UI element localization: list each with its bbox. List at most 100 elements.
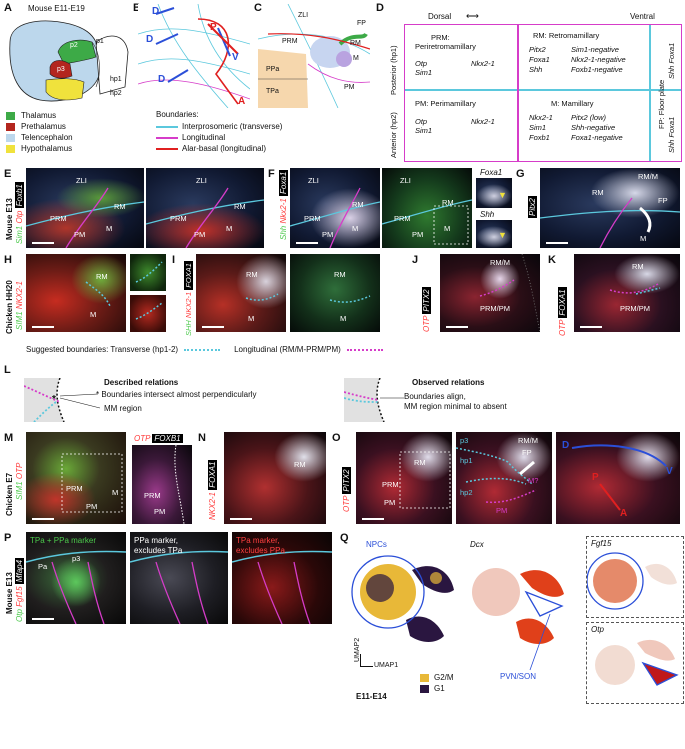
panel-o-image-3: D V P A xyxy=(556,432,680,524)
m-inset-label-pm: PM xyxy=(154,507,166,516)
panel-p-image-1: TPa + PPa marker Pa p3 xyxy=(26,532,126,624)
m-label-prm: PRM xyxy=(66,484,83,493)
legend-item-thalamus: Thalamus xyxy=(6,110,73,121)
n-genes: NKX2-1 FOXA1 xyxy=(208,459,217,520)
legend-item-telencephalon: Telencephalon xyxy=(6,132,73,143)
gene-shh: Shh xyxy=(279,225,288,240)
gene-pitx2: PITX2 xyxy=(422,287,431,314)
i2-label-rm: RM xyxy=(334,270,346,279)
o-label-rm: RM xyxy=(414,458,426,467)
asterisk-icon: * xyxy=(52,394,56,405)
p2-title-b: excludes TPa xyxy=(134,546,183,555)
panel-i-image-2: RM M xyxy=(290,254,380,332)
region-hp2: hp2 xyxy=(110,90,122,97)
scale-bar xyxy=(32,326,54,328)
f-label-rm: RM xyxy=(352,200,364,209)
d-m-title: M: Mamillary xyxy=(551,99,594,108)
panel-c-letter: C xyxy=(254,2,262,14)
o-label-prm: PRM xyxy=(382,480,399,489)
boundaries-legend: Boundaries: Interprosomeric (transverse)… xyxy=(156,110,282,154)
d-rm-neg-0: Sim1-negative xyxy=(571,45,619,54)
gene-otp: OTP xyxy=(342,495,351,512)
e-genes: Sim1 Otp Foxb1 xyxy=(15,182,24,244)
gene-foxb1: Foxb1 xyxy=(15,182,24,209)
q-legend: G2/M G1 xyxy=(420,672,454,694)
o3-arrow-p: P xyxy=(592,472,599,483)
arrow-d-3: D xyxy=(158,74,166,85)
e2-label-pm: PM xyxy=(194,230,206,239)
panel-h-letter: H xyxy=(4,254,12,266)
d-rm-gene-1: Foxa1 xyxy=(529,55,550,64)
c-label-tpa: TPa xyxy=(266,88,279,95)
panel-a-letter: A xyxy=(4,2,12,14)
o2-label-hp1: hp1 xyxy=(460,456,473,465)
swatch xyxy=(6,111,15,120)
g-label-rm: RM xyxy=(592,188,604,197)
panel-q-letter: Q xyxy=(340,532,349,544)
boundaries-title: Boundaries: xyxy=(156,110,199,119)
boundary-alar-basal: Alar-basal (longitudinal) xyxy=(156,143,282,154)
gene-mfap4: Mfap4 xyxy=(15,557,24,585)
n-label-rm: RM xyxy=(294,460,306,469)
gene-fgf15: Fgf15 xyxy=(15,586,24,607)
arrow-p: P xyxy=(210,22,217,33)
legend-item-prethalamus: Prethalamus xyxy=(6,121,73,132)
d-pm-gene-sim1: Sim1 xyxy=(415,126,433,135)
gene-foxa1: Foxa1 xyxy=(279,169,288,196)
d-m-neg-1: Shh-negative xyxy=(571,123,616,132)
p1-label-p3: p3 xyxy=(72,554,81,563)
gene-sim1: SIM1 xyxy=(15,481,24,500)
panel-k-image: RM PRM/PM xyxy=(574,254,680,332)
swatch xyxy=(6,122,15,131)
f2-label-prm: PRM xyxy=(394,214,411,223)
d-rm-gene-2: Shh xyxy=(529,65,543,74)
q-inset-otp: Otp xyxy=(586,622,684,704)
d-posterior: Posterior (hp1) xyxy=(389,45,398,95)
d-m-gene-0: Nkx2-1 xyxy=(529,113,553,122)
scale-bar xyxy=(362,518,384,520)
panel-h-image: RM M xyxy=(26,254,126,332)
g-label-fp: FP xyxy=(658,196,668,205)
q-otp-label: Otp xyxy=(591,625,604,634)
line-swatch xyxy=(156,147,178,150)
legend-a: Thalamus Prethalamus Telencephalon Hypot… xyxy=(6,110,73,154)
panel-p-letter: P xyxy=(4,532,12,544)
gene-foxa1: FOXA1 xyxy=(558,287,567,318)
region-p1: p1 xyxy=(96,38,104,45)
o2-label-fp: FP xyxy=(522,448,532,457)
scale-bar xyxy=(202,326,224,328)
h-label-m: M xyxy=(90,310,97,319)
k-genes: OTP FOXA1 xyxy=(558,287,567,336)
panel-p-image-3: TPa marker, excludes PPa xyxy=(232,532,332,624)
j-genes: OTP PITX2 xyxy=(422,287,431,332)
line-swatch xyxy=(156,136,178,139)
d-vline-1 xyxy=(517,25,519,161)
panel-e-letter: E xyxy=(4,168,12,180)
panel-p-image-2: PPa marker, excludes TPa xyxy=(130,532,228,624)
i-label-rm: RM xyxy=(246,270,258,279)
panel-h-inset-green xyxy=(130,254,166,291)
c-label-rm: RM xyxy=(350,40,361,47)
panel-f-image-2: ZLI RM PRM PM M xyxy=(382,168,472,248)
arrow-d-2: D xyxy=(146,34,154,45)
e2-label-rm: RM xyxy=(234,202,246,211)
boundary-longitudinal: Longitudinal xyxy=(156,132,282,143)
p-genes: Otp Fgf15 Mfap4 xyxy=(15,557,24,622)
d-m-gene-2: Foxb1 xyxy=(529,133,550,142)
q-fgf15-label: Fgf15 xyxy=(591,539,612,548)
o3-arrow-v: V xyxy=(666,466,673,477)
l-described-box: * xyxy=(23,377,80,423)
d-pm-title: PM: Perimamillary xyxy=(415,99,476,108)
l-observed-box xyxy=(343,377,400,423)
m-label-pm: PM xyxy=(86,502,98,511)
f-label-prm: PRM xyxy=(304,214,321,223)
region-p2: p2 xyxy=(70,42,78,49)
scale-bar xyxy=(32,518,54,520)
suggested-longitudinal-text: Longitudinal (RM/M-PRM/PM) xyxy=(234,345,341,354)
d-rm-neg-2: Foxb1-negative xyxy=(571,65,623,74)
f2-label-m: M xyxy=(444,224,451,233)
gene-pitx2: PITX2 xyxy=(342,467,351,494)
i2-label-m: M xyxy=(340,314,347,323)
panel-j-image: RM/M PRM/PM xyxy=(440,254,540,332)
c-label-ppa: PPa xyxy=(266,66,280,73)
